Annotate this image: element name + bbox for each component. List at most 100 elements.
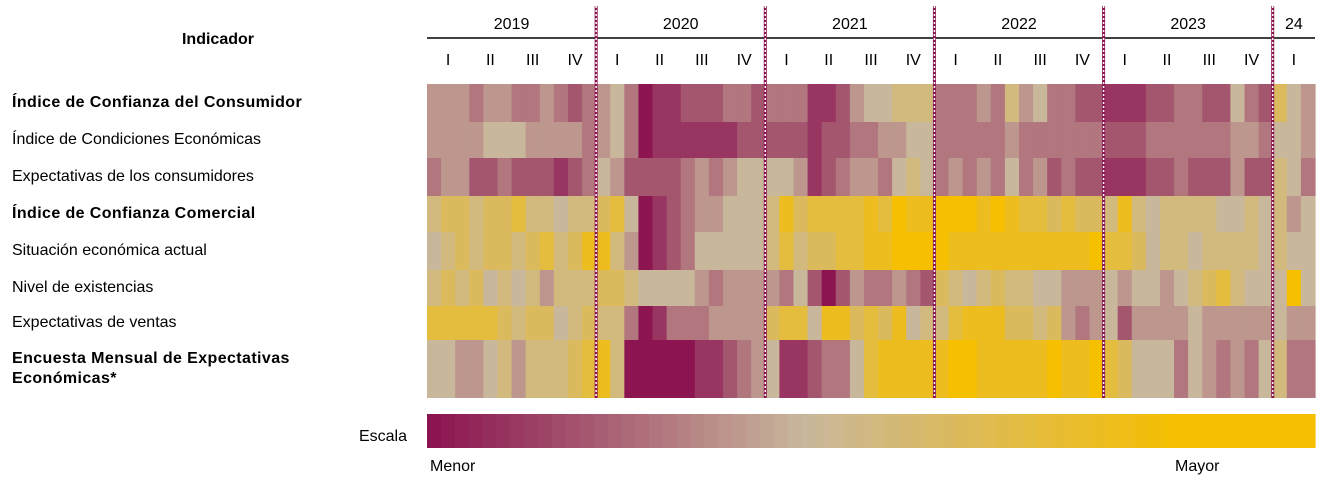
heat-cell bbox=[1131, 340, 1147, 398]
heat-cell bbox=[948, 158, 964, 196]
heat-cell bbox=[1145, 270, 1161, 306]
heat-cell bbox=[455, 306, 470, 340]
scale-step bbox=[1093, 414, 1108, 448]
heat-cell bbox=[1131, 84, 1147, 122]
heat-cell bbox=[1159, 84, 1175, 122]
heat-cell bbox=[878, 232, 893, 270]
heat-cell bbox=[1159, 340, 1175, 398]
scale-step bbox=[940, 414, 955, 448]
heat-cell bbox=[441, 306, 456, 340]
heat-cell bbox=[1117, 232, 1133, 270]
heat-cell bbox=[582, 196, 597, 232]
heat-cell bbox=[835, 270, 851, 306]
heat-cell bbox=[1230, 340, 1246, 398]
heat-cell bbox=[906, 306, 921, 340]
heat-cell bbox=[765, 84, 780, 122]
heat-cell bbox=[920, 270, 936, 306]
scale-step bbox=[1287, 414, 1302, 448]
heat-cell bbox=[638, 84, 654, 122]
heat-cell bbox=[765, 270, 780, 306]
scale-step bbox=[1023, 414, 1039, 448]
scale-step bbox=[1079, 414, 1094, 448]
heat-cell bbox=[1286, 340, 1302, 398]
heat-cell bbox=[990, 306, 1006, 340]
heat-cell bbox=[1075, 232, 1091, 270]
heat-cell bbox=[976, 196, 992, 232]
heat-cell bbox=[1089, 158, 1105, 196]
heat-cell bbox=[469, 122, 484, 158]
heat-cell bbox=[666, 340, 682, 398]
quarter-label: II bbox=[486, 52, 495, 69]
scale-step bbox=[440, 414, 456, 448]
heat-cell bbox=[1300, 306, 1316, 340]
heat-cell bbox=[1174, 158, 1189, 196]
scale-step bbox=[510, 414, 525, 448]
heat-cell bbox=[723, 122, 738, 158]
heat-cell bbox=[1258, 232, 1274, 270]
row-label: Encuesta Mensual de Expectativas Económi… bbox=[12, 350, 290, 387]
heat-cell bbox=[638, 122, 654, 158]
quarter-label: IV bbox=[1244, 52, 1259, 69]
heat-cell bbox=[483, 340, 499, 398]
year-label: 2020 bbox=[663, 16, 699, 33]
heat-cell bbox=[1202, 84, 1217, 122]
heat-cell bbox=[511, 158, 527, 196]
heat-cell bbox=[990, 84, 1006, 122]
heat-cell bbox=[1202, 122, 1217, 158]
heat-cell bbox=[1089, 84, 1105, 122]
heat-cell bbox=[1300, 340, 1316, 398]
heat-cell bbox=[878, 84, 893, 122]
year-label: 2019 bbox=[494, 16, 530, 33]
heat-cell bbox=[1286, 84, 1302, 122]
heat-cell bbox=[1019, 84, 1034, 122]
scale-step bbox=[621, 414, 636, 448]
heat-cell bbox=[1061, 196, 1076, 232]
heat-cell bbox=[610, 340, 625, 398]
heat-cell bbox=[610, 232, 625, 270]
heat-cell bbox=[1004, 270, 1020, 306]
heat-cell bbox=[610, 84, 625, 122]
heat-cell bbox=[934, 196, 950, 232]
heat-cell bbox=[539, 270, 555, 306]
heat-cell bbox=[455, 232, 470, 270]
heat-cell bbox=[934, 122, 950, 158]
heat-cell bbox=[469, 270, 484, 306]
heat-cell bbox=[737, 232, 752, 270]
heat-cell bbox=[990, 158, 1006, 196]
heat-cell bbox=[1004, 340, 1020, 398]
heat-cell bbox=[624, 232, 640, 270]
heat-cell bbox=[1230, 84, 1246, 122]
heat-cell bbox=[1061, 306, 1076, 340]
heat-cell bbox=[553, 84, 569, 122]
heat-cell bbox=[849, 270, 865, 306]
scale-step bbox=[496, 414, 511, 448]
heat-cell bbox=[624, 340, 640, 398]
heat-cell bbox=[596, 340, 611, 398]
heat-cell bbox=[596, 196, 611, 232]
heat-cell bbox=[427, 122, 442, 158]
heat-cell bbox=[1117, 270, 1133, 306]
heat-cell bbox=[1188, 158, 1203, 196]
quarter-label: III bbox=[864, 52, 877, 69]
heat-cell bbox=[793, 122, 809, 158]
heat-cell bbox=[708, 196, 724, 232]
heat-cell bbox=[1244, 270, 1260, 306]
heat-cell bbox=[835, 84, 851, 122]
heat-cell bbox=[497, 232, 513, 270]
scale-label: Escala bbox=[359, 428, 407, 445]
heat-cell bbox=[737, 340, 752, 398]
heat-cell bbox=[1272, 270, 1288, 306]
heat-cell bbox=[1019, 196, 1034, 232]
heat-cell bbox=[427, 270, 442, 306]
heat-cell bbox=[1103, 270, 1119, 306]
heat-cell bbox=[680, 196, 696, 232]
heat-cell bbox=[427, 158, 442, 196]
heat-cell bbox=[483, 306, 499, 340]
heat-cell bbox=[1286, 122, 1302, 158]
heat-cell bbox=[1103, 340, 1119, 398]
heat-cell bbox=[920, 232, 936, 270]
row-label: Expectativas de los consumidores bbox=[12, 168, 254, 185]
heat-cell bbox=[990, 232, 1006, 270]
row-label: Nivel de existencias bbox=[12, 279, 154, 296]
heat-cell bbox=[1033, 340, 1048, 398]
